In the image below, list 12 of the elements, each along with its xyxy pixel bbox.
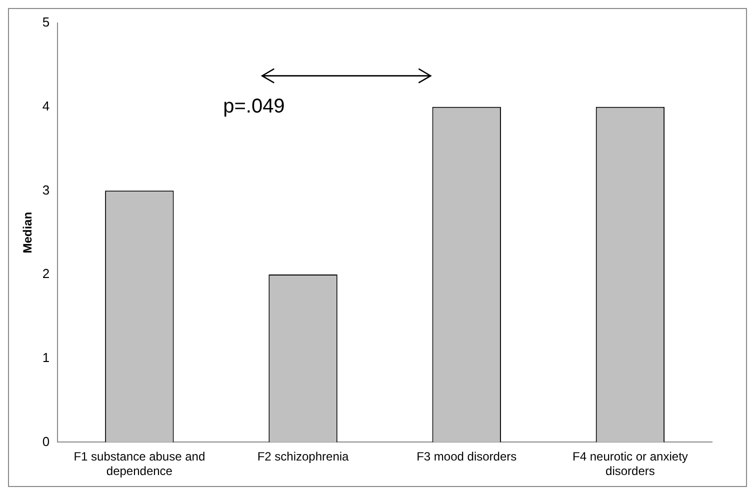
y-tick-label: 1 [42,350,50,365]
y-tick-label: 0 [42,434,50,449]
y-tick-label: 4 [42,98,50,114]
y-tick-label: 3 [42,182,50,198]
y-axis-title: Median [20,212,35,254]
y-tick-label: 5 [42,14,50,30]
x-tick-label: F4 neurotic or anxiety disorders [572,450,688,478]
x-tick-label: F1 substance abuse and dependence [74,450,206,478]
x-tick-label: F2 schizophrenia [257,450,350,464]
annotation: p=.049 [223,95,285,118]
x-tick-label: F3 mood disorders [416,450,517,464]
y-tick-label: 2 [42,266,50,282]
